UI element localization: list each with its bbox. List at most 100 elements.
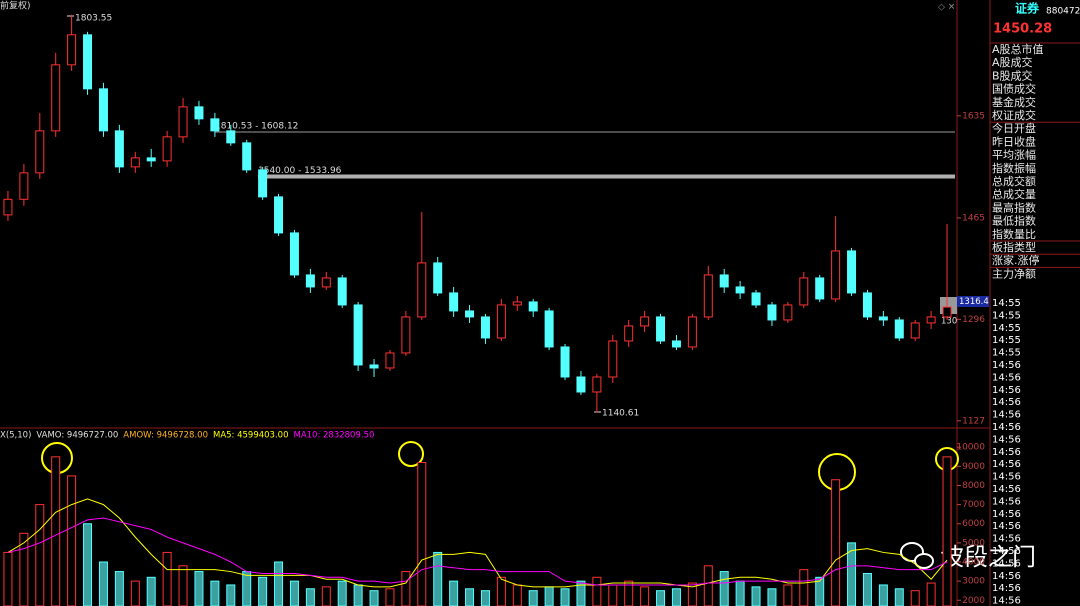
volume-bar	[337, 580, 347, 606]
volume-bar	[162, 551, 172, 606]
candle-body	[894, 319, 904, 339]
side-item: 今日开盘	[992, 121, 1036, 135]
side-item: 主力净额	[992, 266, 1036, 280]
candle-body	[942, 306, 952, 318]
candle-body	[719, 274, 729, 288]
time-entry: 14:55	[992, 310, 1021, 321]
annotation: 1803.55	[75, 14, 112, 24]
volume-bar	[67, 475, 77, 606]
volume-bar	[862, 572, 872, 606]
candle-body	[353, 304, 363, 366]
volume-bar	[608, 584, 618, 606]
volume-bar	[496, 576, 506, 606]
candle-body	[640, 316, 650, 327]
candle-body	[369, 364, 379, 369]
candle-body	[656, 316, 666, 342]
volume-bar	[417, 462, 427, 606]
volume-bar	[449, 580, 459, 606]
reference-label: 1810.53 - 1608.12	[215, 121, 298, 131]
time-entry: 14:55	[992, 335, 1021, 346]
volume-bar	[878, 584, 888, 606]
candle-body	[847, 250, 857, 294]
candle-body	[703, 274, 713, 318]
y-tick-label: 3000	[962, 577, 985, 587]
watermark-icon	[900, 542, 934, 569]
side-item: 板指类型	[992, 240, 1036, 254]
time-entry: 14:56	[992, 509, 1021, 520]
volume-bar	[226, 584, 236, 606]
volume-bar	[465, 588, 475, 606]
candle-body	[528, 301, 538, 312]
volume-bar	[289, 580, 299, 606]
y-tick-label: 1296	[962, 315, 985, 325]
candle-body	[83, 34, 93, 90]
volume-bar	[528, 590, 538, 606]
candle-body	[815, 277, 825, 300]
volume-bar	[130, 580, 140, 606]
candle-body	[114, 130, 124, 168]
volume-bar	[831, 479, 841, 606]
candle-body	[910, 322, 920, 339]
y-tick-label: 8000	[962, 481, 985, 491]
time-entry: 14:56	[992, 534, 1021, 545]
candle-body	[608, 340, 618, 378]
icon: ◇ ✕	[938, 3, 955, 13]
side-item: 指数振幅	[992, 161, 1036, 175]
candle-body	[98, 88, 108, 132]
candle-body	[480, 316, 490, 339]
candle-body	[178, 106, 188, 138]
time-entry: 14:55	[992, 348, 1021, 359]
candle-body	[3, 198, 13, 216]
candle-body	[592, 376, 602, 393]
side-item: A股成交	[992, 55, 1033, 69]
time-entry: 14:56	[992, 434, 1021, 445]
volume-bar	[783, 584, 793, 606]
candle-body	[146, 157, 156, 162]
volume-bar	[560, 588, 570, 606]
side-item: 平均涨幅	[992, 149, 1036, 162]
candle-body	[560, 346, 570, 378]
volume-bar	[385, 588, 395, 606]
time-entry: 14:56	[992, 397, 1021, 408]
volume-bar	[735, 580, 745, 606]
time-entry: 14:56	[992, 521, 1021, 532]
time-entry: 14:56	[992, 546, 1021, 557]
candle-body	[926, 316, 936, 324]
candle-body	[51, 64, 61, 132]
legend-entry: MA10: 2832809.50	[293, 431, 374, 441]
chart-title: 前复权)	[0, 0, 31, 12]
volume-bar	[146, 576, 156, 606]
time-entry: 14:56	[992, 360, 1021, 371]
candle-body	[751, 292, 761, 306]
time-entry: 14:56	[992, 484, 1021, 495]
highlight-circles	[41, 441, 959, 491]
candle-body	[337, 277, 347, 306]
candle-body	[417, 262, 427, 318]
volume-bar	[926, 582, 936, 606]
legend-entry: MA5: 4599403.00	[213, 431, 289, 441]
candle-body	[465, 310, 475, 318]
time-entry: 14:56	[992, 583, 1021, 594]
volume-bar	[114, 571, 124, 606]
side-item: 权证成交	[992, 108, 1036, 122]
candle-body	[512, 301, 522, 306]
time-entry: 14:56	[992, 571, 1021, 582]
time-entry: 14:56	[992, 459, 1021, 470]
side-item: 昨日收盘	[992, 134, 1036, 148]
ma-line	[7, 517, 948, 586]
candle-body	[624, 325, 634, 342]
time-entry: 14:56	[992, 558, 1021, 569]
time-entry: 14:55	[992, 298, 1021, 309]
candle-body	[130, 157, 140, 168]
volume-bar	[592, 576, 602, 606]
volume-bar	[194, 571, 204, 606]
side-item: 基金成交	[992, 95, 1036, 109]
volume-bar	[401, 571, 411, 606]
candle-body	[544, 310, 554, 348]
side-item: 最高指数	[992, 200, 1036, 214]
time-entry: 14:56	[992, 472, 1021, 483]
candle-body	[496, 304, 506, 339]
candle-body	[258, 169, 268, 198]
side-item: 国债成交	[992, 82, 1036, 96]
candle-body	[433, 262, 443, 294]
